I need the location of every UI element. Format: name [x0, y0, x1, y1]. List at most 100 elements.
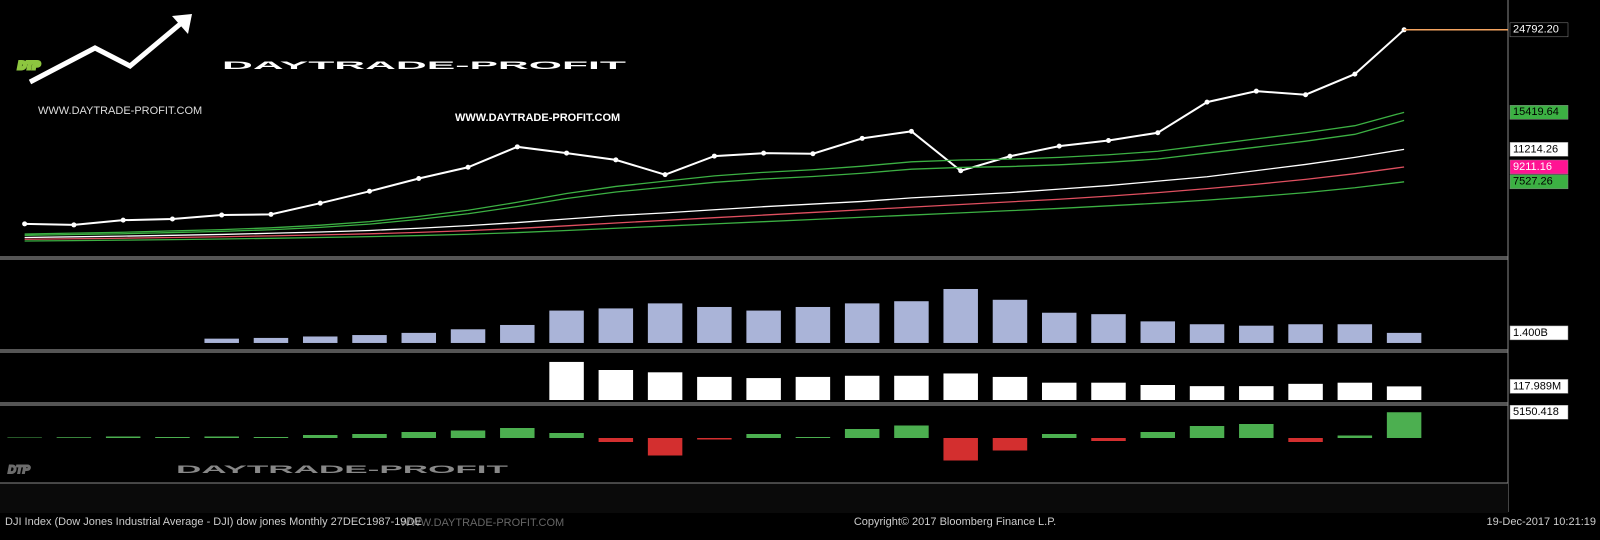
bar	[943, 373, 978, 400]
bar	[1239, 386, 1274, 400]
bar	[1140, 385, 1176, 400]
bar	[401, 432, 437, 438]
axis: 24792.20 15419.64 11214.26 9211.16 7527.26 1.…	[1509, 22, 1569, 420]
last-value-label: 5150.418	[1513, 406, 1559, 418]
last-value-box	[1509, 22, 1569, 38]
price-point	[169, 216, 175, 222]
logo-name: DAYTRADE-PROFIT	[222, 60, 627, 72]
last-value-label: 11214.26	[1513, 143, 1558, 155]
footer-description: DJI Index (Dow Jones Industrial Average …	[5, 516, 422, 528]
bar	[943, 288, 978, 343]
price-point	[268, 211, 274, 217]
bar	[647, 303, 683, 343]
bar	[352, 434, 387, 438]
logo-mark: DTP	[18, 60, 41, 72]
bar	[352, 335, 387, 343]
bar	[647, 438, 683, 456]
bar	[1239, 424, 1274, 438]
bar	[302, 435, 338, 438]
price-point	[662, 172, 668, 178]
price-point	[958, 168, 964, 174]
bar	[1386, 332, 1422, 343]
bar	[1386, 386, 1422, 400]
price-point	[120, 217, 126, 223]
last-value-label: 117.989M	[1513, 380, 1561, 392]
watermark-name: DAYTRADE-PROFIT	[176, 464, 509, 476]
price-point	[1204, 99, 1210, 105]
price-point	[1155, 130, 1161, 136]
bar	[746, 378, 781, 400]
bar	[56, 437, 92, 438]
last-value-label: 1.400B	[1513, 327, 1548, 339]
last-value-box	[1509, 105, 1569, 120]
last-value-label: 9211.16	[1513, 161, 1552, 173]
bar	[253, 337, 289, 343]
price-point	[908, 128, 914, 134]
last-value-box	[1509, 142, 1569, 157]
bar	[894, 425, 929, 438]
bar	[1140, 432, 1176, 438]
footer-copyright: Copyright© 2017 Bloomberg Finance L.P.	[854, 516, 1056, 528]
bar	[1140, 321, 1176, 343]
bar	[894, 301, 929, 343]
bar	[549, 361, 584, 400]
bar	[647, 372, 683, 400]
logo-box	[5, 7, 633, 125]
bar	[992, 438, 1028, 451]
last-value-box	[1509, 404, 1569, 420]
bar	[7, 437, 42, 438]
logo-arrow	[28, 18, 187, 85]
bar	[943, 438, 978, 461]
bar	[302, 336, 338, 343]
bar	[844, 429, 880, 438]
watermark-mark: DTP	[8, 464, 31, 476]
price-point	[564, 150, 570, 156]
last-value-box	[1509, 379, 1569, 394]
bar	[204, 436, 239, 438]
price-point	[1352, 71, 1358, 77]
price-point	[1253, 88, 1259, 94]
bar	[204, 338, 239, 343]
bar	[500, 428, 535, 438]
moving-average-line	[24, 166, 1405, 240]
last-value-box	[1509, 159, 1569, 175]
price-point	[22, 221, 28, 227]
price-point	[219, 212, 225, 218]
bar	[450, 430, 486, 438]
bar	[697, 376, 732, 400]
bar	[500, 324, 535, 343]
bar	[697, 306, 732, 343]
bar	[598, 370, 634, 400]
price-point	[514, 144, 520, 150]
price-point	[465, 164, 471, 170]
price-point	[416, 176, 422, 182]
price-point	[71, 222, 77, 228]
bar	[746, 434, 781, 438]
price-point	[1303, 92, 1309, 98]
bar	[894, 375, 929, 400]
price-point	[613, 157, 619, 163]
price-point	[859, 135, 865, 141]
bar	[450, 329, 486, 343]
price-point	[317, 200, 323, 206]
bar	[1091, 438, 1126, 441]
plot	[7, 27, 1508, 461]
bar	[992, 376, 1028, 400]
bar	[697, 438, 732, 440]
bar	[1041, 434, 1077, 438]
bar	[1337, 435, 1373, 438]
price-point	[810, 151, 816, 157]
price-point	[1056, 143, 1062, 149]
last-value-box	[1509, 174, 1569, 190]
bar	[598, 438, 634, 442]
bar	[1041, 312, 1077, 343]
bar	[1288, 383, 1323, 400]
bar	[844, 375, 880, 400]
moving-average-line	[24, 181, 1405, 242]
bar	[401, 332, 437, 343]
bar	[549, 310, 584, 343]
logo-url: WWW.DAYTRADE-PROFIT.COM	[38, 105, 202, 117]
moving-average-line	[24, 148, 1405, 239]
